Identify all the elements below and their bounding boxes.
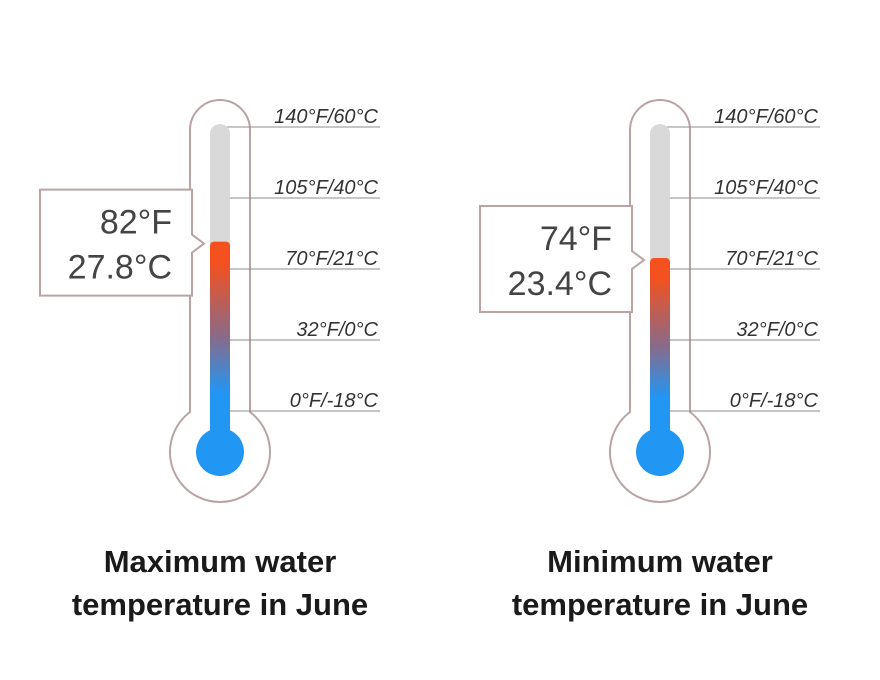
- value-fahrenheit: 82°F: [100, 204, 172, 242]
- scale-tick-label: 70°F/21°C: [725, 248, 818, 270]
- chart-title-line-1: Maximum water: [103, 544, 337, 579]
- value-callout-box: [39, 188, 206, 297]
- chart-title-line-2: temperature in June: [511, 587, 809, 622]
- value-callout-box: [479, 205, 646, 314]
- scale-tick-label: 140°F/60°C: [714, 106, 818, 128]
- thermometer-panel-min: 140°F/60°C 105°F/40°C 70°F/21°C 32°F/0°C 0°F…: [440, 0, 880, 680]
- value-celsius: 23.4°C: [508, 265, 612, 303]
- mercury-column: [210, 241, 230, 452]
- mercury-column: [650, 258, 670, 452]
- thermometer-panel-max: 140°F/60°C 105°F/40°C 70°F/21°C 32°F/0°C 0°F…: [0, 99, 440, 626]
- scale-tick-label: 32°F/0°C: [296, 319, 378, 341]
- scale-tick-label: 70°F/21°C: [285, 248, 378, 270]
- scale-tick-label: 105°F/40°C: [274, 177, 378, 199]
- value-celsius: 27.8°C: [68, 249, 172, 287]
- thermometer-chart-max: 140°F/60°C 105°F/40°C 70°F/21°C 32°F/0°C 0°F…: [39, 99, 380, 503]
- mercury-bulb: [196, 428, 244, 476]
- chart-title-line-1: Minimum water: [547, 544, 773, 579]
- thermometer-chart-min: 140°F/60°C 105°F/40°C 70°F/21°C 32°F/0°C 0°F…: [479, 99, 820, 503]
- scale-tick-label: 0°F/-18°C: [290, 390, 379, 412]
- value-fahrenheit: 74°F: [540, 220, 612, 258]
- mercury-bulb: [636, 428, 684, 476]
- chart-title-line-2: temperature in June: [71, 587, 369, 622]
- scale-tick-label: 0°F/-18°C: [730, 390, 819, 412]
- chart-title-max: Maximum water temperature in June: [0, 540, 440, 626]
- scale-tick-label: 105°F/40°C: [714, 177, 818, 199]
- scale-tick-label: 32°F/0°C: [736, 319, 818, 341]
- scale-tick-label: 140°F/60°C: [274, 106, 378, 128]
- chart-title-min: Minimum water temperature in June: [440, 540, 880, 626]
